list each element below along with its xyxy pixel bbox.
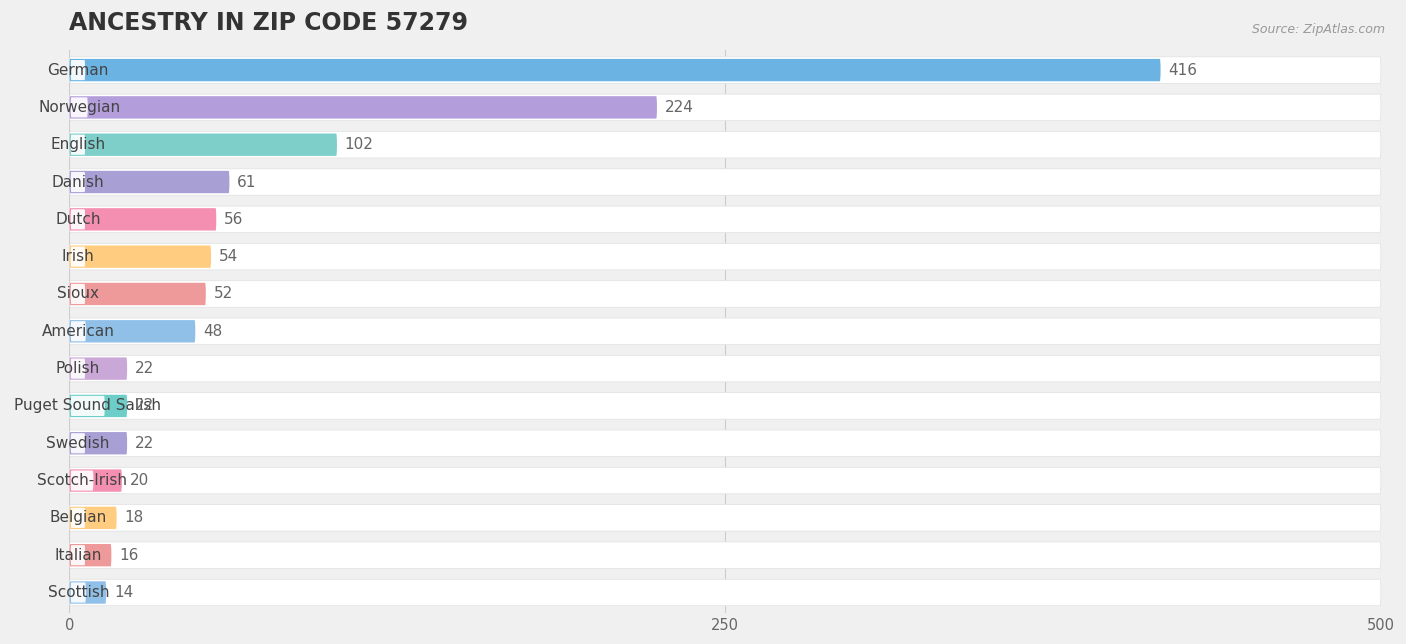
Text: Sioux: Sioux xyxy=(56,287,98,301)
FancyBboxPatch shape xyxy=(69,96,657,118)
FancyBboxPatch shape xyxy=(70,396,104,416)
FancyBboxPatch shape xyxy=(69,357,127,380)
FancyBboxPatch shape xyxy=(69,133,337,156)
Text: Polish: Polish xyxy=(56,361,100,376)
Text: Italian: Italian xyxy=(55,547,101,563)
FancyBboxPatch shape xyxy=(69,169,1381,195)
Text: Danish: Danish xyxy=(52,175,104,189)
Text: 416: 416 xyxy=(1168,62,1198,77)
Text: Puget Sound Salish: Puget Sound Salish xyxy=(14,399,162,413)
FancyBboxPatch shape xyxy=(69,393,1381,419)
FancyBboxPatch shape xyxy=(69,469,122,492)
Text: ANCESTRY IN ZIP CODE 57279: ANCESTRY IN ZIP CODE 57279 xyxy=(69,11,468,35)
Text: 18: 18 xyxy=(125,511,143,526)
FancyBboxPatch shape xyxy=(70,545,86,565)
Text: Scotch-Irish: Scotch-Irish xyxy=(37,473,127,488)
FancyBboxPatch shape xyxy=(70,209,86,229)
FancyBboxPatch shape xyxy=(69,206,1381,232)
FancyBboxPatch shape xyxy=(69,243,1381,270)
Text: English: English xyxy=(51,137,105,152)
FancyBboxPatch shape xyxy=(69,582,105,603)
Text: German: German xyxy=(48,62,108,77)
FancyBboxPatch shape xyxy=(69,283,205,305)
Text: 224: 224 xyxy=(665,100,693,115)
Text: 48: 48 xyxy=(204,324,222,339)
FancyBboxPatch shape xyxy=(70,508,86,528)
FancyBboxPatch shape xyxy=(70,359,86,379)
FancyBboxPatch shape xyxy=(70,582,86,603)
Text: American: American xyxy=(42,324,115,339)
FancyBboxPatch shape xyxy=(69,59,1160,81)
FancyBboxPatch shape xyxy=(69,544,111,566)
FancyBboxPatch shape xyxy=(69,208,217,231)
FancyBboxPatch shape xyxy=(69,131,1381,158)
Text: 52: 52 xyxy=(214,287,233,301)
Text: 22: 22 xyxy=(135,361,155,376)
FancyBboxPatch shape xyxy=(69,468,1381,494)
Text: 56: 56 xyxy=(224,212,243,227)
Text: Norwegian: Norwegian xyxy=(38,100,121,115)
FancyBboxPatch shape xyxy=(70,433,86,453)
FancyBboxPatch shape xyxy=(70,247,86,267)
FancyBboxPatch shape xyxy=(69,94,1381,120)
FancyBboxPatch shape xyxy=(70,321,86,341)
Text: Source: ZipAtlas.com: Source: ZipAtlas.com xyxy=(1251,23,1385,35)
FancyBboxPatch shape xyxy=(69,432,127,455)
Text: Irish: Irish xyxy=(62,249,94,264)
FancyBboxPatch shape xyxy=(69,542,1381,569)
Text: 16: 16 xyxy=(120,547,139,563)
Text: 14: 14 xyxy=(114,585,134,600)
FancyBboxPatch shape xyxy=(69,171,229,193)
FancyBboxPatch shape xyxy=(69,355,1381,382)
FancyBboxPatch shape xyxy=(70,471,93,491)
Text: Scottish: Scottish xyxy=(48,585,110,600)
FancyBboxPatch shape xyxy=(69,57,1381,83)
Text: 54: 54 xyxy=(219,249,238,264)
Text: Swedish: Swedish xyxy=(46,436,110,451)
FancyBboxPatch shape xyxy=(70,97,87,117)
FancyBboxPatch shape xyxy=(69,320,195,343)
FancyBboxPatch shape xyxy=(70,60,86,80)
FancyBboxPatch shape xyxy=(69,505,1381,531)
FancyBboxPatch shape xyxy=(70,172,86,192)
FancyBboxPatch shape xyxy=(69,507,117,529)
Text: Dutch: Dutch xyxy=(55,212,101,227)
Text: 102: 102 xyxy=(344,137,374,152)
FancyBboxPatch shape xyxy=(69,281,1381,307)
FancyBboxPatch shape xyxy=(69,245,211,268)
FancyBboxPatch shape xyxy=(69,318,1381,345)
FancyBboxPatch shape xyxy=(70,135,86,155)
Text: 22: 22 xyxy=(135,436,155,451)
FancyBboxPatch shape xyxy=(69,579,1381,606)
Text: 61: 61 xyxy=(238,175,257,189)
FancyBboxPatch shape xyxy=(70,284,86,304)
Text: 20: 20 xyxy=(129,473,149,488)
FancyBboxPatch shape xyxy=(69,430,1381,457)
Text: Belgian: Belgian xyxy=(49,511,107,526)
Text: 22: 22 xyxy=(135,399,155,413)
FancyBboxPatch shape xyxy=(69,395,127,417)
